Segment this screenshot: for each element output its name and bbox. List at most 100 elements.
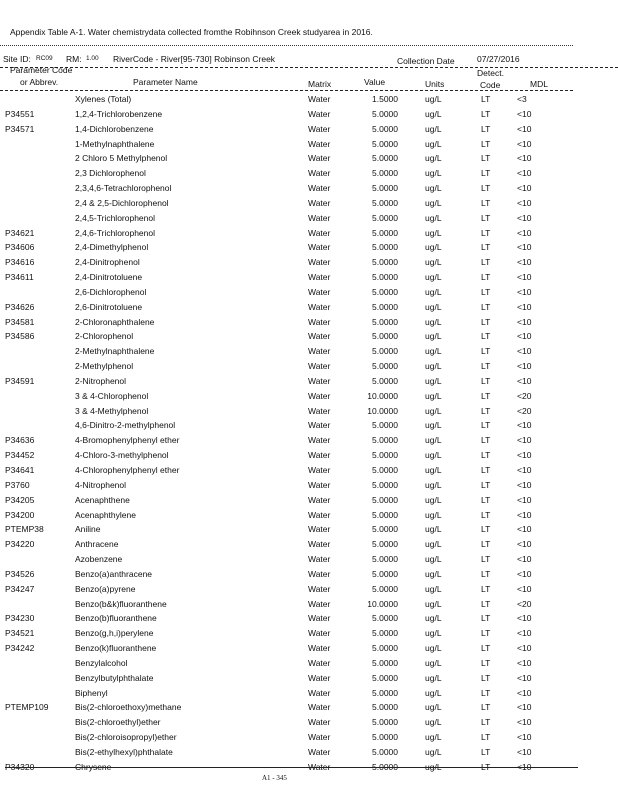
cell-units: ug/L xyxy=(425,746,442,757)
cell-units: ug/L xyxy=(425,405,442,416)
cell-value: 5.0000 xyxy=(372,465,398,475)
cell-units: ug/L xyxy=(425,227,442,238)
cell-matrix: Water xyxy=(308,183,331,194)
cell-value: 5.0000 xyxy=(372,375,398,386)
header-name: Parameter Name xyxy=(133,77,198,87)
cell-value: 5.0000 xyxy=(372,420,398,431)
cell-matrix: Water xyxy=(308,598,331,609)
cell-parameter-code: P3760 xyxy=(5,479,30,490)
cell-matrix: Water xyxy=(308,197,331,208)
cell-matrix: Water xyxy=(308,123,331,134)
cell-value: 5.0000 xyxy=(372,657,398,668)
cell-units: ug/L xyxy=(425,494,442,505)
cell-mdl: <10 xyxy=(517,761,532,772)
table-row: 2-Methylphenol Water 5.0000 ug/L LT <10 xyxy=(0,361,600,375)
cell-parameter-name: Benzylalcohol xyxy=(75,657,128,668)
cell-value: 5.0000 xyxy=(372,301,398,312)
cell-parameter-code: P34591 xyxy=(5,375,35,386)
cell-parameter-code: P34586 xyxy=(5,331,35,342)
cell-mdl: <10 xyxy=(517,316,532,327)
table-row: P34551 1,2,4-Trichlorobenzene Water 5.0000 u… xyxy=(0,109,600,123)
cell-mdl: <10 xyxy=(517,183,532,194)
table-row: P34591 2-Nitrophenol Water 5.0000 ug/L LT <10 xyxy=(0,376,600,390)
cell-parameter-code: P34581 xyxy=(5,316,35,327)
cell-mdl: <10 xyxy=(517,509,532,520)
cell-matrix: Water xyxy=(308,465,331,475)
cell-units: ug/L xyxy=(425,702,442,713)
cell-value: 5.0000 xyxy=(372,672,398,683)
cell-detect-code: LT xyxy=(481,361,491,372)
cell-units: ug/L xyxy=(425,94,442,104)
cell-matrix: Water xyxy=(308,732,331,743)
cell-value: 5.0000 xyxy=(372,539,398,550)
cell-mdl: <20 xyxy=(517,390,532,401)
site-id-label: Site ID: xyxy=(3,54,31,64)
cell-units: ug/L xyxy=(425,761,442,772)
table-row: Bis(2-ethylhexyl)phthalate Water 5.0000 ug/… xyxy=(0,747,600,761)
cell-parameter-name: 4-Chloro-3-methylphenol xyxy=(75,450,169,461)
table-row: 3 & 4-Chlorophenol Water 10.0000 ug/L LT <20 xyxy=(0,391,600,405)
cell-parameter-code: P34626 xyxy=(5,301,35,312)
cell-detect-code: LT xyxy=(481,435,491,446)
cell-matrix: Water xyxy=(308,643,331,654)
cell-matrix: Water xyxy=(308,242,331,253)
header-code-line2: or Abbrev. xyxy=(20,77,59,87)
cell-detect-code: LT xyxy=(481,346,491,357)
cell-mdl: <10 xyxy=(517,153,532,164)
cell-detect-code: LT xyxy=(481,212,491,223)
cell-units: ug/L xyxy=(425,568,442,579)
cell-matrix: Water xyxy=(308,761,331,772)
cell-parameter-name: 2-Methylnaphthalene xyxy=(75,346,155,357)
cell-parameter-name: Biphenyl xyxy=(75,687,108,698)
cell-parameter-name: 3 & 4-Methylphenol xyxy=(75,405,149,416)
table-row: P34521 Benzo(g,h,i)perylene Water 5.0000 ug/… xyxy=(0,628,600,642)
cell-matrix: Water xyxy=(308,554,331,565)
table-row: P34586 2-Chlorophenol Water 5.0000 ug/L LT <10 xyxy=(0,331,600,345)
table-row: P34581 2-Chloronaphthalene Water 5.0000 ug/L… xyxy=(0,317,600,331)
cell-detect-code: LT xyxy=(481,138,491,149)
cell-detect-code: LT xyxy=(481,702,491,713)
river-code: RiverCode - River[95-730] Robinson Creek xyxy=(113,54,276,64)
cell-parameter-name: 2,3,4,6-Tetrachlorophenol xyxy=(75,183,172,194)
cell-units: ug/L xyxy=(425,628,442,639)
cell-value: 5.0000 xyxy=(372,613,398,624)
cell-matrix: Water xyxy=(308,257,331,268)
cell-parameter-code: P34200 xyxy=(5,509,35,520)
cell-value: 5.0000 xyxy=(372,316,398,327)
cell-detect-code: LT xyxy=(481,272,491,283)
cell-matrix: Water xyxy=(308,717,331,728)
cell-parameter-code: P34526 xyxy=(5,568,35,579)
table-row: PTEMP38 Aniline Water 5.0000 ug/L LT <10 xyxy=(0,524,600,538)
cell-detect-code: LT xyxy=(481,227,491,238)
cell-units: ug/L xyxy=(425,123,442,134)
cell-units: ug/L xyxy=(425,717,442,728)
rm-value: 1.00 xyxy=(86,55,99,62)
table-row: 2,4,5-Trichlorophenol Water 5.0000 ug/L LT <1… xyxy=(0,213,600,227)
cell-parameter-name: Bis(2-ethylhexyl)phthalate xyxy=(75,746,173,757)
cell-detect-code: LT xyxy=(481,183,491,194)
cell-mdl: <10 xyxy=(517,628,532,639)
cell-value: 5.0000 xyxy=(372,554,398,565)
cell-value: 5.0000 xyxy=(372,138,398,149)
cell-value: 5.0000 xyxy=(372,272,398,283)
cell-mdl: <10 xyxy=(517,435,532,446)
cell-parameter-code: P34521 xyxy=(5,628,35,639)
cell-parameter-name: Chrysene xyxy=(75,761,112,772)
cell-matrix: Water xyxy=(308,331,331,342)
cell-detect-code: LT xyxy=(481,672,491,683)
cell-mdl: <10 xyxy=(517,702,532,713)
cell-parameter-name: 1,4-Dichlorobenzene xyxy=(75,123,154,134)
cell-detect-code: LT xyxy=(481,286,491,297)
cell-mdl: <3 xyxy=(517,94,527,104)
cell-mdl: <10 xyxy=(517,197,532,208)
cell-mdl: <20 xyxy=(517,405,532,416)
cell-units: ug/L xyxy=(425,450,442,461)
cell-units: ug/L xyxy=(425,301,442,312)
cell-units: ug/L xyxy=(425,672,442,683)
table-row: P34230 Benzo(b)fluoranthene Water 5.0000 ug/… xyxy=(0,613,600,627)
cell-parameter-name: Acenaphthene xyxy=(75,494,130,505)
table-row: 2,4 & 2,5-Dichlorophenol Water 5.0000 ug/L L… xyxy=(0,198,600,212)
cell-mdl: <10 xyxy=(517,301,532,312)
cell-units: ug/L xyxy=(425,316,442,327)
